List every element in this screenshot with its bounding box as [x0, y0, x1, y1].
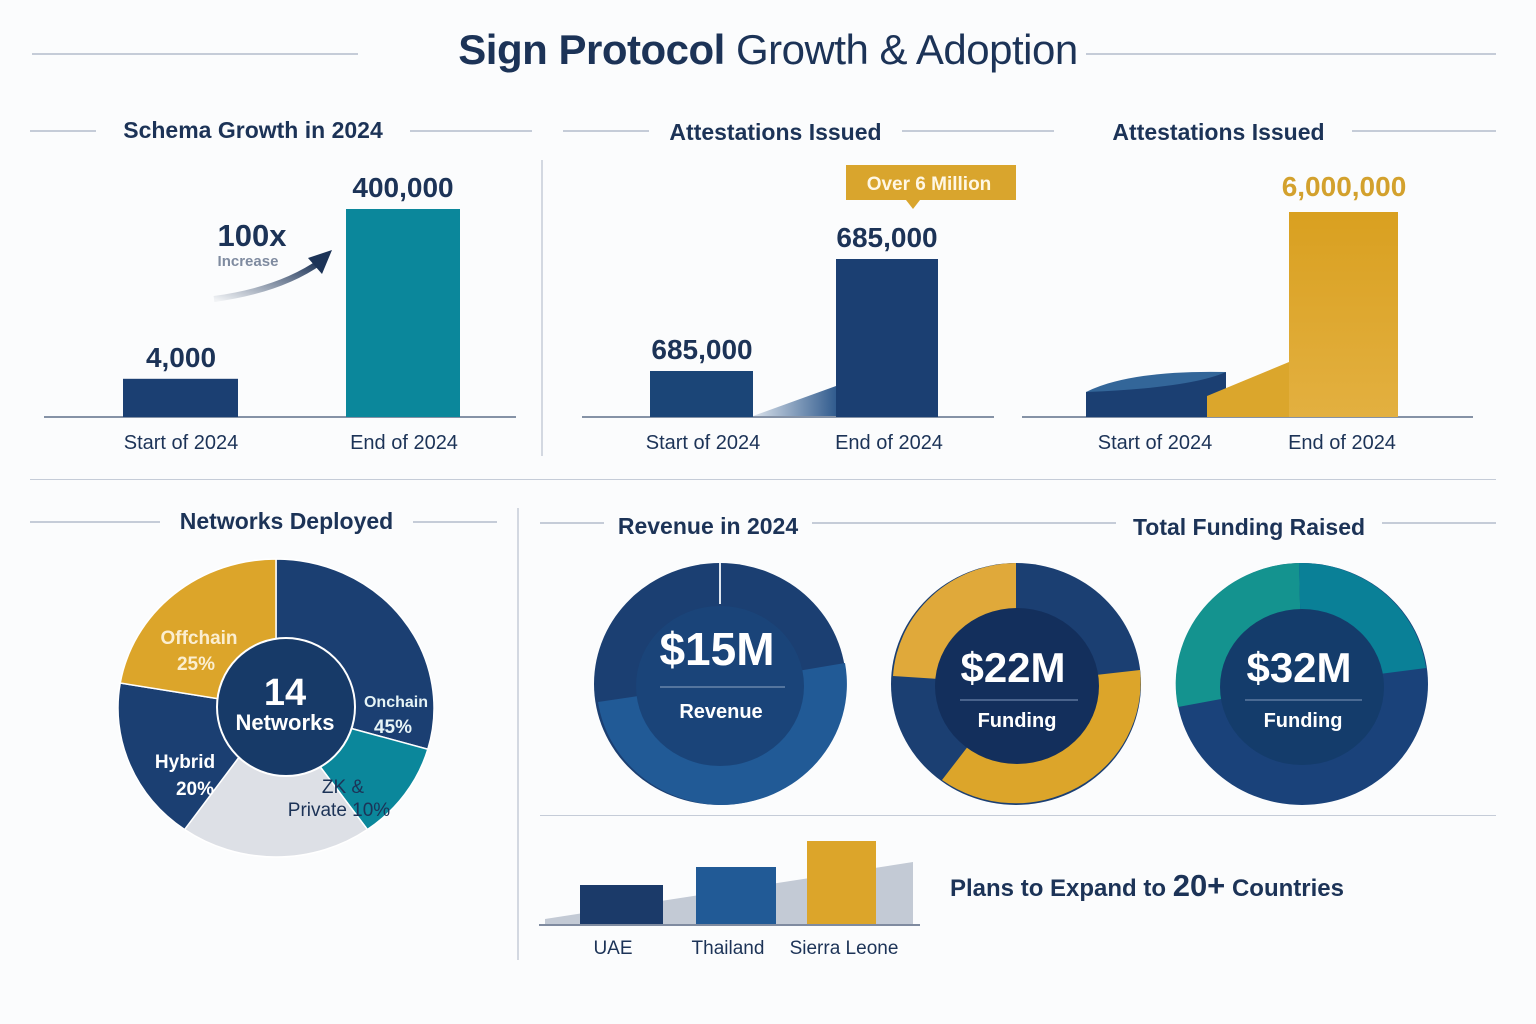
growth-arrowhead-icon: [308, 250, 332, 274]
attestations-chart-2: 6,000,000 Start of 2024 End of 2024: [1022, 171, 1473, 454]
attest1-value-end: 685,000: [836, 222, 937, 253]
onchain-label: Onchain: [364, 694, 428, 711]
attest2-bar-start-top: [1086, 371, 1226, 392]
revenue-donut: $15M Revenue: [594, 563, 847, 806]
offchain-label: Offchain: [160, 628, 237, 649]
networks-title: Networks Deployed: [179, 508, 394, 534]
attest1-bar-end: [836, 259, 938, 417]
funding32-donut-center: [1220, 609, 1384, 765]
attest2-bar-start-side: [1086, 372, 1226, 417]
hybrid-label: Hybrid: [155, 752, 215, 773]
rule: [540, 522, 604, 524]
attest1-bar-start: [650, 371, 753, 417]
attest1-category-end: End of 2024: [835, 432, 943, 454]
country-label-thailand: Thailand: [692, 938, 765, 959]
attest2-category-start: Start of 2024: [1098, 432, 1213, 454]
onchain-pct: 45%: [374, 717, 412, 738]
attest2-value-end: 6,000,000: [1282, 171, 1407, 202]
revenue-value: $15M: [659, 623, 774, 675]
revenue-title: Revenue in 2024: [617, 513, 799, 539]
funding22-donut-center: [935, 608, 1099, 764]
callout-box: [846, 165, 1016, 200]
schema-bar-end: [346, 209, 460, 417]
increase-multiplier: 100x: [218, 218, 288, 253]
attest1-value-start: 685,000: [651, 334, 752, 365]
countries-bar-chart: UAE Thailand Sierra Leone: [539, 841, 920, 959]
page-title: Sign Protocol Growth & Adoption: [0, 26, 1536, 74]
pie-slice-zk-private: [183, 706, 369, 858]
country-label-uae: UAE: [593, 938, 632, 959]
expansion-number: 20+: [1172, 868, 1226, 903]
title-bold: Sign Protocol: [458, 26, 725, 73]
revenue-donut-center: [636, 606, 804, 766]
networks-count-label: Networks: [235, 710, 334, 735]
section-divider-horizontal: [30, 479, 1496, 480]
rule: [1352, 130, 1496, 132]
title-rest: Growth & Adoption: [735, 26, 1078, 73]
funding-donut-32m: $32M Funding: [1175, 562, 1428, 805]
divider-top-vertical: [541, 160, 543, 456]
increase-label: Increase: [218, 253, 279, 270]
attest2-connector: [1207, 362, 1289, 417]
attestations-title-2: Attestations Issued: [1112, 119, 1325, 145]
expansion-prefix: Plans to Expand to: [950, 875, 1167, 902]
schema-growth-title: Schema Growth in 2024: [123, 117, 383, 143]
funding22-label: Funding: [978, 710, 1057, 732]
schema-bar-start: [123, 378, 238, 417]
rule: [1382, 522, 1496, 524]
schema-value-end: 400,000: [352, 172, 453, 203]
networks-center-circle: [216, 637, 356, 777]
funding-donut-22m: $22M Funding: [891, 563, 1141, 805]
hybrid-pct: 20%: [176, 779, 214, 800]
attest1-connector: [753, 386, 836, 416]
networks-labels: 14 Networks Offchain 25% Onchain 45% Hyb…: [155, 628, 428, 821]
zk-pct: Private 10%: [288, 800, 391, 821]
divider-lower-right: [540, 815, 1496, 816]
funding-title: Total Funding Raised: [1132, 514, 1366, 540]
country-bar-uae: [580, 885, 663, 925]
attestations-chart-1: 685,000 685,000 Over 6 Million Start of …: [582, 165, 1016, 454]
schema-growth-chart: 4,000 400,000 Start of 2024 End of 2024 …: [44, 172, 516, 454]
divider-bottom-vertical: [517, 508, 519, 960]
callout-pointer: [906, 200, 920, 209]
rule: [563, 130, 649, 132]
zk-label: ZK &: [322, 777, 365, 798]
growth-arrow-icon: [213, 259, 322, 302]
rule: [902, 130, 1054, 132]
expansion-suffix: Countries: [1231, 875, 1344, 902]
networks-count: 14: [264, 672, 306, 714]
country-bar-sierra-leone: [807, 841, 876, 925]
title-rule-left: [32, 53, 358, 55]
schema-category-end: End of 2024: [350, 432, 458, 454]
country-label-sierra-leone: Sierra Leone: [790, 938, 899, 959]
over-6-million-callout: Over 6 Million: [846, 165, 1016, 209]
callout-text: Over 6 Million: [867, 174, 992, 195]
rule: [413, 521, 497, 523]
schema-category-start: Start of 2024: [124, 432, 239, 454]
funding32-label: Funding: [1264, 710, 1343, 732]
revenue-label: Revenue: [679, 701, 762, 723]
attest1-category-start: Start of 2024: [646, 432, 761, 454]
schema-value-start: 4,000: [146, 342, 216, 373]
funding22-value: $22M: [960, 644, 1065, 691]
attest2-bar-end: [1289, 212, 1398, 417]
rule: [812, 522, 1116, 524]
attest2-category-end: End of 2024: [1288, 432, 1396, 454]
attestations-title-1: Attestations Issued: [669, 119, 882, 145]
rule: [30, 521, 160, 523]
rule: [30, 130, 96, 132]
country-bar-thailand: [696, 867, 776, 925]
title-rule-right: [1086, 53, 1496, 55]
rule: [410, 130, 532, 132]
offchain-pct: 25%: [177, 654, 215, 675]
funding32-value: $32M: [1246, 644, 1351, 691]
expansion-statement: Plans to Expand to 20+ Countries: [950, 868, 1344, 904]
